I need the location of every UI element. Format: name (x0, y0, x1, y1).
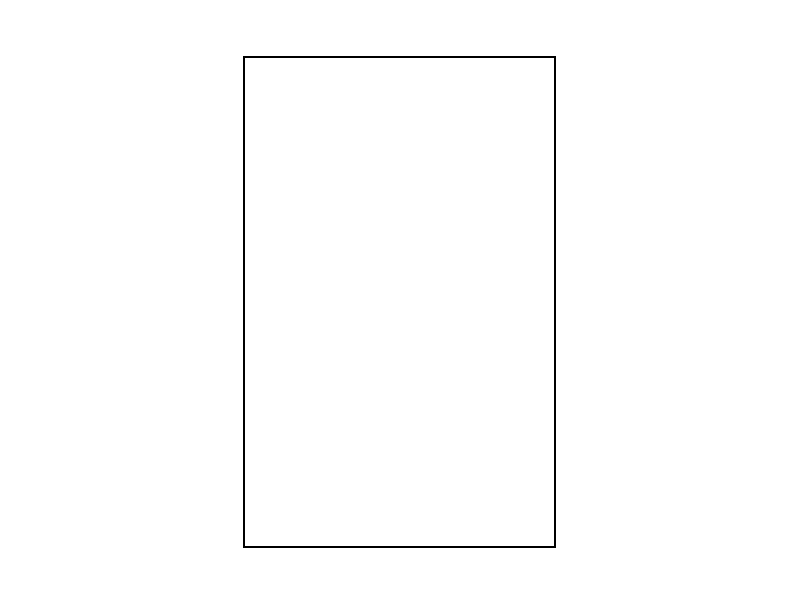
plot-frame (243, 56, 556, 548)
